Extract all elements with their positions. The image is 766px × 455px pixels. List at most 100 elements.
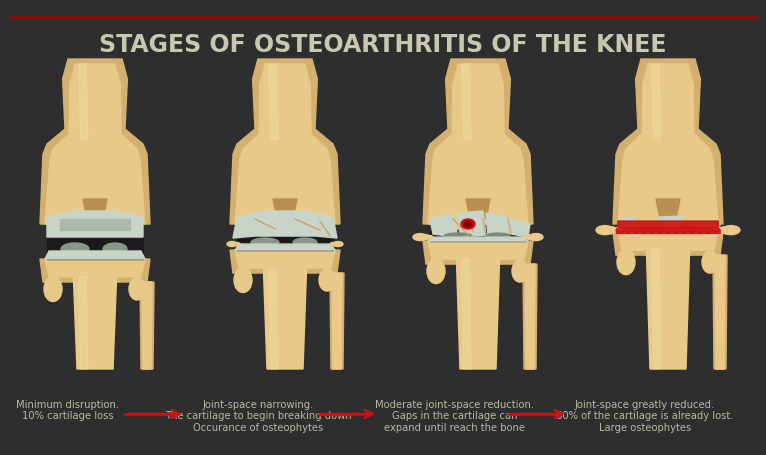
Text: 10% cartilage loss: 10% cartilage loss	[22, 410, 114, 420]
Polygon shape	[45, 259, 145, 278]
Polygon shape	[428, 238, 528, 242]
Polygon shape	[230, 60, 340, 224]
Polygon shape	[60, 219, 130, 230]
Ellipse shape	[610, 228, 620, 233]
Polygon shape	[428, 65, 528, 224]
Polygon shape	[74, 278, 116, 369]
Polygon shape	[45, 65, 145, 224]
Polygon shape	[658, 217, 683, 228]
Polygon shape	[462, 259, 471, 369]
Polygon shape	[457, 259, 499, 369]
Polygon shape	[647, 251, 689, 369]
Polygon shape	[140, 283, 154, 369]
Ellipse shape	[616, 228, 624, 233]
Ellipse shape	[330, 243, 336, 246]
Polygon shape	[332, 273, 342, 369]
Text: Large osteophytes: Large osteophytes	[599, 422, 691, 432]
Text: STAGES OF OSTEOARTHRITIS OF THE KNEE: STAGES OF OSTEOARTHRITIS OF THE KNEE	[100, 33, 666, 57]
Polygon shape	[235, 244, 335, 251]
Polygon shape	[142, 283, 152, 369]
Polygon shape	[618, 231, 718, 233]
Text: 60% of the cartilage is already lost.: 60% of the cartilage is already lost.	[556, 410, 734, 420]
Polygon shape	[715, 256, 725, 369]
Ellipse shape	[696, 228, 704, 233]
Ellipse shape	[638, 228, 658, 230]
Polygon shape	[466, 200, 490, 219]
Ellipse shape	[478, 192, 522, 228]
Polygon shape	[83, 200, 107, 219]
Polygon shape	[269, 65, 278, 140]
Text: Moderate joint-space reduction.: Moderate joint-space reduction.	[375, 399, 535, 409]
Ellipse shape	[680, 228, 688, 233]
Polygon shape	[616, 222, 720, 233]
Polygon shape	[458, 212, 486, 238]
Polygon shape	[713, 256, 727, 369]
Ellipse shape	[702, 252, 718, 273]
Polygon shape	[525, 264, 535, 369]
Text: Minimum disruption.: Minimum disruption.	[16, 399, 119, 409]
Polygon shape	[510, 219, 530, 238]
Ellipse shape	[420, 235, 430, 240]
Polygon shape	[273, 200, 297, 219]
Ellipse shape	[427, 236, 433, 239]
Text: Joint-space narrowing.: Joint-space narrowing.	[202, 399, 314, 409]
Ellipse shape	[722, 226, 740, 235]
Ellipse shape	[461, 219, 475, 229]
Ellipse shape	[523, 236, 529, 239]
Polygon shape	[462, 65, 471, 140]
Ellipse shape	[704, 228, 712, 233]
Ellipse shape	[712, 228, 720, 233]
Polygon shape	[430, 214, 458, 238]
Text: The cartilage to begin breaking down: The cartilage to begin breaking down	[165, 410, 352, 420]
Polygon shape	[430, 232, 526, 242]
Polygon shape	[79, 278, 88, 369]
Polygon shape	[40, 259, 150, 283]
Ellipse shape	[430, 190, 482, 229]
Polygon shape	[330, 273, 344, 369]
Ellipse shape	[668, 192, 712, 228]
Text: Gaps in the cartilage can: Gaps in the cartilage can	[392, 410, 518, 420]
Ellipse shape	[624, 228, 632, 233]
Text: expand until reach the bone: expand until reach the bone	[385, 422, 525, 432]
Polygon shape	[423, 242, 533, 264]
Ellipse shape	[617, 229, 623, 232]
Ellipse shape	[293, 238, 317, 248]
Polygon shape	[618, 217, 640, 236]
Polygon shape	[486, 213, 513, 237]
Ellipse shape	[319, 269, 335, 291]
Text: Occurance of osteophytes: Occurance of osteophytes	[193, 422, 323, 432]
Ellipse shape	[44, 277, 62, 302]
Ellipse shape	[47, 190, 99, 229]
Ellipse shape	[413, 234, 427, 241]
Ellipse shape	[632, 228, 640, 233]
Ellipse shape	[227, 242, 237, 247]
Ellipse shape	[95, 192, 139, 228]
Polygon shape	[423, 60, 533, 224]
Ellipse shape	[234, 268, 252, 293]
Ellipse shape	[251, 238, 279, 248]
Ellipse shape	[680, 228, 696, 230]
Polygon shape	[233, 212, 337, 238]
Ellipse shape	[719, 227, 733, 234]
Polygon shape	[47, 239, 143, 259]
Ellipse shape	[603, 227, 617, 234]
Polygon shape	[523, 264, 537, 369]
Ellipse shape	[486, 233, 510, 239]
Polygon shape	[618, 65, 718, 224]
Polygon shape	[428, 242, 528, 259]
Ellipse shape	[285, 192, 329, 228]
Polygon shape	[230, 251, 340, 273]
Polygon shape	[237, 236, 333, 251]
Polygon shape	[235, 65, 335, 224]
Polygon shape	[652, 251, 661, 369]
Ellipse shape	[234, 243, 240, 246]
Polygon shape	[269, 268, 278, 369]
Polygon shape	[613, 60, 723, 224]
Ellipse shape	[596, 226, 614, 235]
Ellipse shape	[672, 228, 680, 233]
Ellipse shape	[648, 228, 656, 233]
Polygon shape	[620, 228, 716, 233]
Text: Joint-space greatly reduced.: Joint-space greatly reduced.	[574, 399, 715, 409]
Polygon shape	[264, 268, 306, 369]
Polygon shape	[616, 231, 720, 233]
